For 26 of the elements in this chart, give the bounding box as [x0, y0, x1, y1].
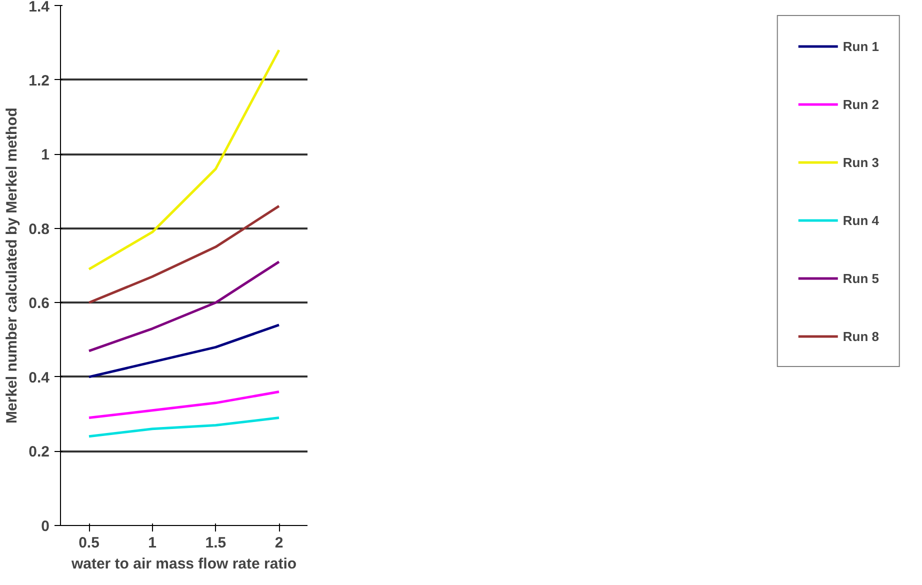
line-series [88, 48, 280, 270]
legend-label: Run 3 [842, 154, 879, 170]
line-series [88, 324, 280, 378]
y-tick-label: 0.6 [28, 295, 50, 312]
y-tick-label: 1 [41, 146, 50, 164]
legend-label: Run 5 [842, 270, 879, 286]
x-axis-title: water to air mass flow rate ratio [70, 556, 297, 572]
legend-label: Run 4 [842, 212, 879, 228]
line-series [88, 416, 280, 438]
line-series [88, 260, 280, 352]
legend-label: Run 2 [842, 96, 879, 112]
x-tick-label: 1 [148, 534, 157, 552]
y-tick-label: 0 [41, 518, 50, 535]
line-series [88, 390, 280, 420]
line-series [88, 204, 280, 304]
x-tick-label: 0.5 [78, 534, 100, 552]
y-axis-title: Merkel number calculated by Merkel method [4, 108, 21, 424]
legend-label: Run 8 [842, 328, 879, 344]
y-tick-label: 0.2 [28, 444, 50, 461]
x-tick-label: 2 [274, 534, 284, 552]
y-tick-label: 1.4 [28, 0, 50, 16]
y-tick-label: 0.4 [28, 369, 50, 386]
y-tick-label: 1.2 [28, 72, 50, 90]
y-tick-label: 0.8 [28, 220, 50, 238]
x-tick-label: 1.5 [205, 534, 226, 552]
legend-label: Run 1 [842, 38, 879, 54]
